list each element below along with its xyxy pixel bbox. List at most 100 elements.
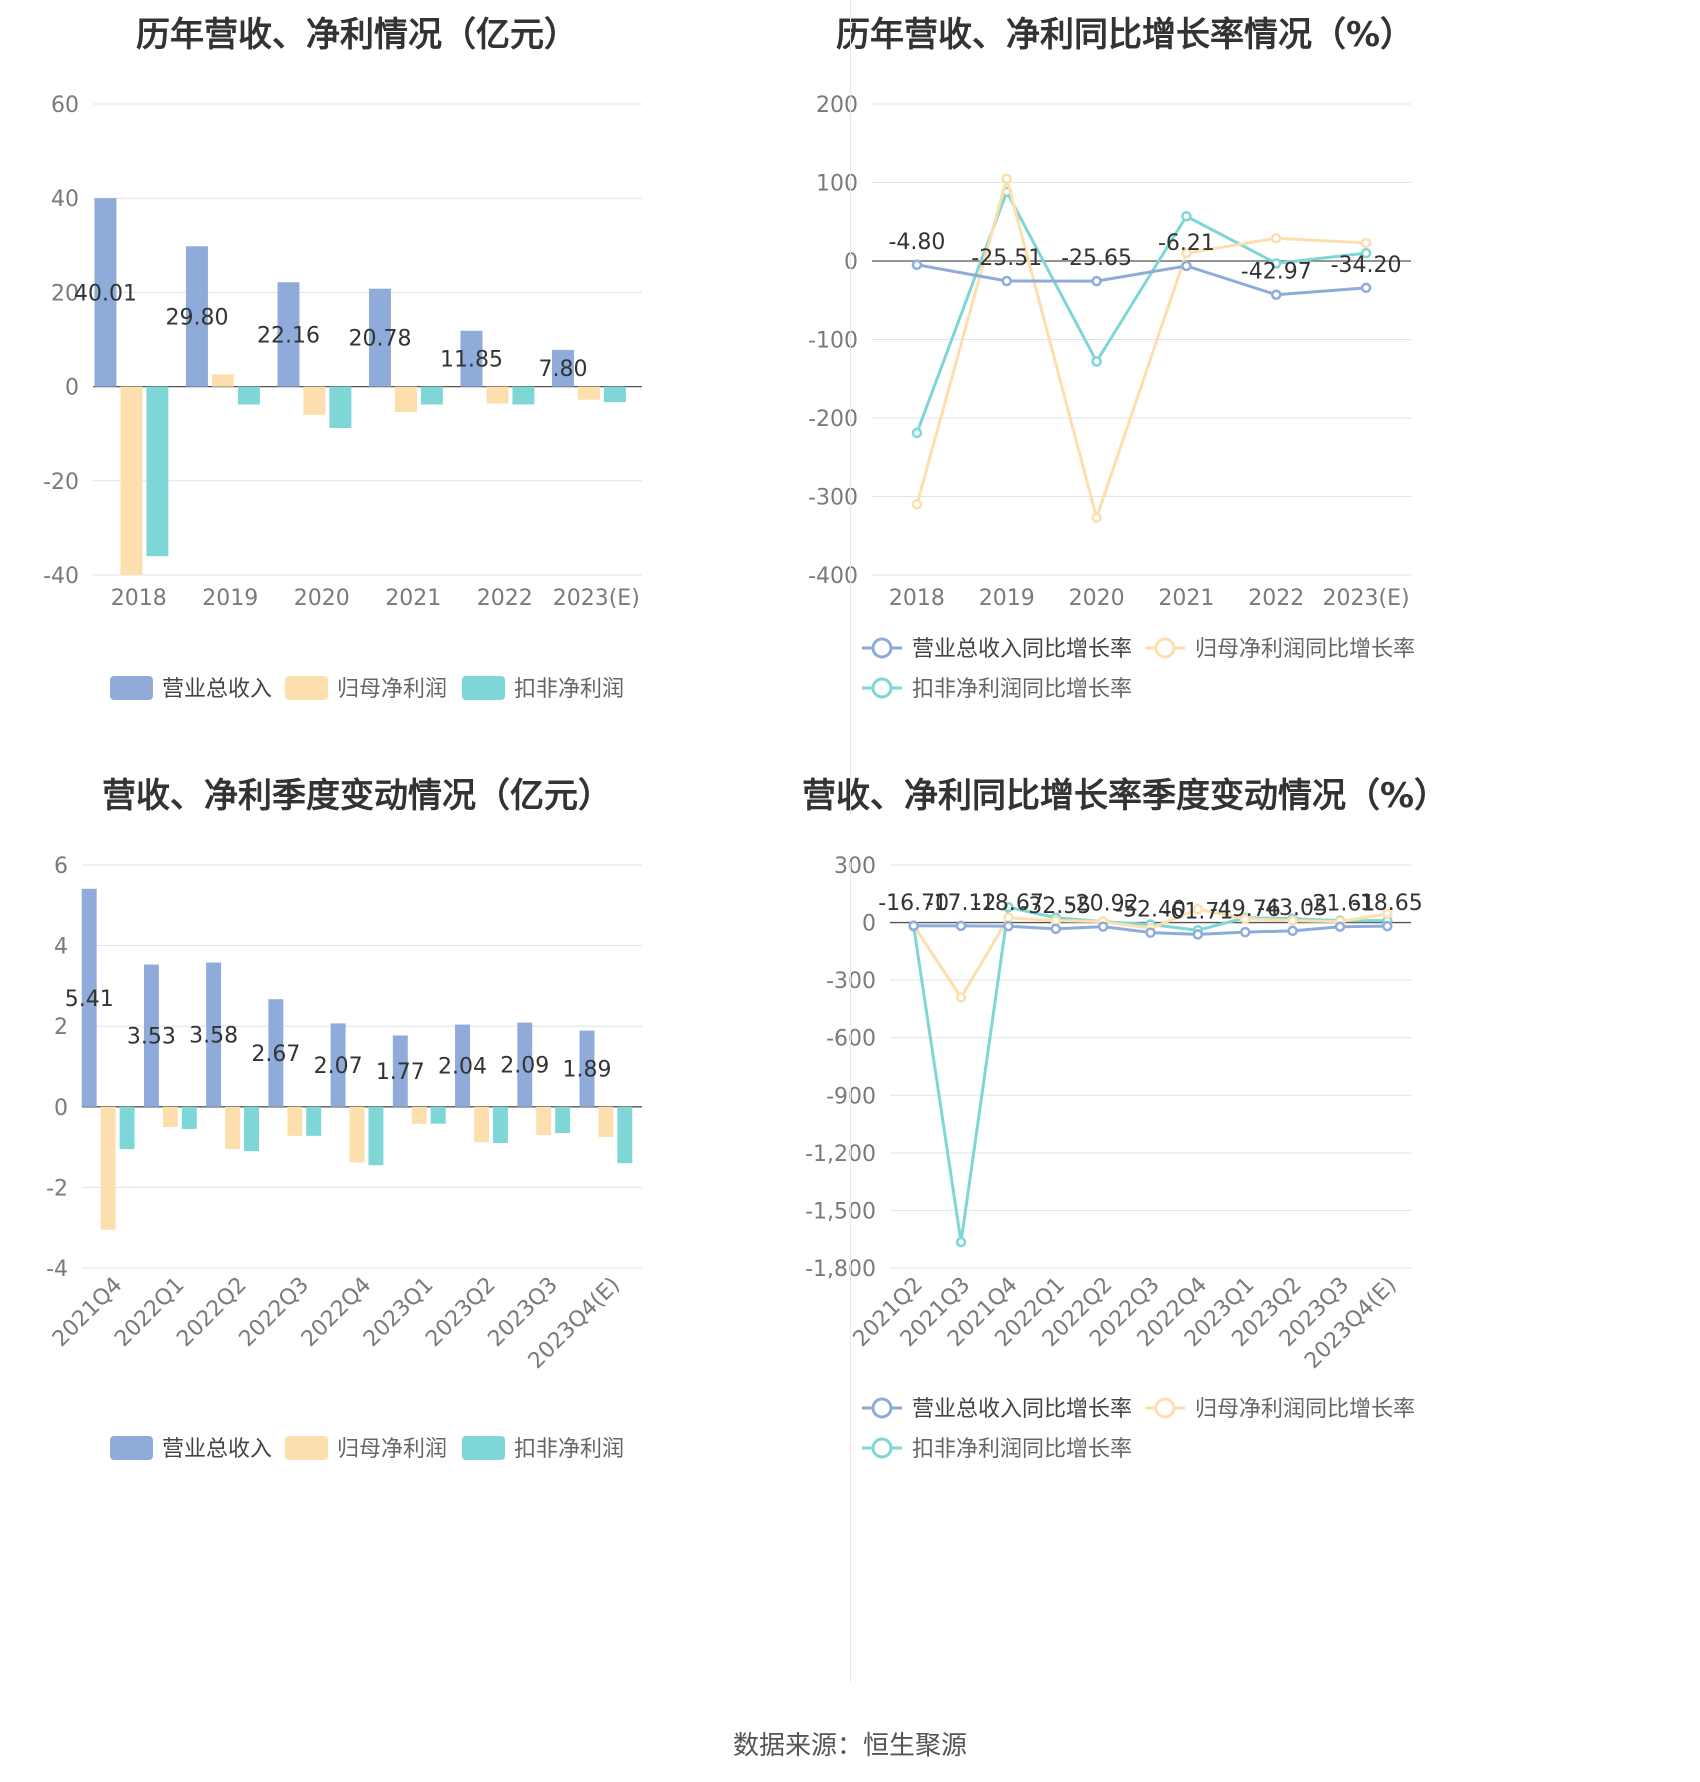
data-point [1360,282,1372,294]
bar-deducted-profit [368,1106,384,1166]
legend-marker [1154,637,1176,659]
bar-revenue [206,962,222,1107]
y-tick-label: -1,800 [805,1257,876,1282]
data-point [911,427,923,439]
data-point [1382,908,1393,920]
data-label: 22.16 [257,323,320,348]
bar-revenue [455,1024,470,1107]
data-label: -25.65 [1061,246,1132,271]
bar-net-profit [211,374,234,387]
bar-deducted-profit [329,386,352,429]
y-tick-label: -20 [43,470,79,495]
y-tick-label: -1,200 [805,1142,876,1167]
x-tick-label: 2019 [979,586,1035,611]
data-point [911,259,923,271]
chart-title: 历年营收、净利情况（亿元） [136,15,578,55]
bar-revenue [185,246,208,387]
y-tick-label: -200 [808,407,858,432]
bar-net-profit [536,1106,552,1136]
bar-revenue [94,198,117,387]
data-label: -34.20 [1331,253,1402,278]
y-tick-label: 4 [54,935,68,960]
bar-deducted-profit [237,386,260,405]
quarterly-growth-chart: 营收、净利同比增长率季度变动情况（%） 300 0 -300 -600 -900 -1,20… [802,776,1700,1720]
legend-label: 营业总收入同比增长率 [912,637,1132,662]
bar-deducted-profit [306,1106,322,1136]
bar-revenue [551,349,574,387]
data-label: -42.97 [1241,260,1312,285]
data-label: 1.89 [562,1058,611,1083]
y-tick-label: 300 [834,854,876,879]
legend-label: 扣非净利润同比增长率 [912,677,1132,702]
data-label: -20.92 [1068,892,1139,917]
data-point [1271,232,1282,244]
bar-deducted-profit [492,1106,508,1144]
data-point [1097,921,1109,932]
y-tick-label: -400 [808,564,858,589]
legend-swatch [110,1436,153,1460]
quarterly-growth-svg: 营收、净利同比增长率季度变动情况（%） 300 0 -300 -600 -900 -1,20… [802,776,1448,1462]
y-tick-label: 60 [51,93,79,118]
data-label: -18.67 [973,891,1044,916]
bar-net-profit [303,386,326,415]
bar-net-profit [474,1106,489,1143]
legend-marker [871,637,893,659]
bar-deducted-profit [119,1106,135,1150]
legend-label: 扣非净利润同比增长率 [912,1437,1132,1462]
legend-label: 归母净利润 [337,677,447,702]
legend-marker [871,1437,893,1459]
quarterly-values-svg: 营收、净利季度变动情况（亿元）6420-2-42021Q42022Q12022Q… [46,776,642,1462]
annual-values-chart: 历年营收、净利情况（亿元） 60 40 20 0 -20 -40 2018 2019 2020 20… [0,0,850,860]
legend-label: 归母净利润同比增长率 [1195,637,1415,662]
data-label: 29.80 [165,305,228,330]
data-label: -25.51 [971,246,1042,271]
data-label: 3.58 [189,1024,238,1049]
annual-values-svg: 历年营收、净利情况（亿元） 60 40 20 0 -20 -40 2018 2019 2020 20… [43,15,642,702]
data-label: -4.80 [888,230,945,255]
legend-marker [871,1397,893,1419]
data-source-footer: 数据来源：恒生聚源 [732,1731,967,1761]
bar-deducted-profit [146,386,169,557]
y-tick-label: 0 [844,250,858,275]
data-label: -18.65 [1352,891,1423,916]
data-label: 11.85 [440,348,503,373]
bar-revenue [330,1023,346,1107]
legend-swatch [110,676,153,700]
panel-divider-bottom [850,862,851,1682]
bar-revenue [143,964,159,1107]
y-tick-label: 0 [65,376,79,401]
series-line-net-profit [915,172,1367,523]
data-point [1271,258,1282,269]
y-tick-label: -2 [46,1176,68,1201]
legend-label: 营业总收入 [162,677,272,702]
bar-deducted-profit [512,386,535,405]
y-tick-label: -300 [808,486,858,511]
data-point [1382,920,1393,932]
data-label: -32.55 [1020,894,1091,919]
bar-deducted-profit [617,1106,633,1164]
x-tick-label: 2018 [111,586,167,611]
legend-swatch [462,1436,505,1460]
data-point [1360,247,1372,259]
y-tick-label: 6 [54,854,68,879]
bar-net-profit [225,1106,241,1150]
y-tick-label: 0 [862,912,876,937]
panel-divider-top [850,0,851,815]
data-point [1181,211,1192,222]
y-tick-label: -900 [826,1084,876,1109]
x-tick-label: 2022 [477,586,533,611]
data-point [1003,920,1014,932]
chart-title: 历年营收、净利同比增长率情况（%） [836,15,1414,55]
data-point [1181,247,1192,259]
bar-net-profit [394,386,417,413]
data-point [1003,901,1014,913]
data-label: 1.77 [376,1060,425,1085]
data-label: -6.21 [1158,231,1215,256]
data-point [1091,356,1102,367]
chart-title: 营收、净利同比增长率季度变动情况（%） [802,776,1448,816]
legend-label: 扣非净利润 [514,1437,624,1462]
data-point [911,499,923,510]
y-tick-label: 40 [51,187,79,212]
data-label: 5.41 [65,987,114,1012]
data-label: 20.78 [348,327,411,352]
